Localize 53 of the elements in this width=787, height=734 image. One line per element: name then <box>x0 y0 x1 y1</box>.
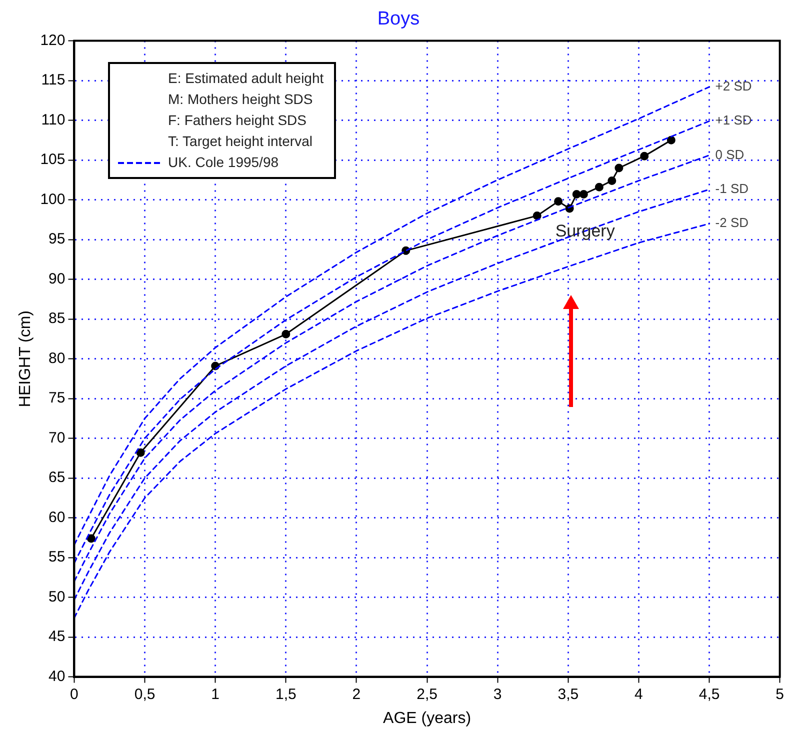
y-tick-label: 105 <box>40 151 66 168</box>
series-label: 0 SD <box>715 146 744 162</box>
point <box>282 330 290 338</box>
x-axis-title: AGE (years) <box>383 710 472 727</box>
y-tick-label: 60 <box>48 508 66 526</box>
y-tick-label: 45 <box>48 628 66 646</box>
x-tick-label: 2 <box>352 686 361 703</box>
point <box>136 448 145 457</box>
y-tick-label: 50 <box>48 588 66 606</box>
annotation: T: Target height interval <box>168 132 312 151</box>
chart-title: Boys <box>377 8 420 30</box>
series-label: -2 SD <box>715 215 749 230</box>
y-tick-label: 80 <box>48 350 66 367</box>
y-tick-label: 110 <box>41 111 66 128</box>
point <box>666 136 676 144</box>
x-tick-label: 4 <box>634 686 643 703</box>
point <box>86 534 96 543</box>
annotation: F: Fathers height SDS <box>168 111 307 130</box>
x-tick-label: 1,5 <box>275 686 296 703</box>
x-tick-label: 3 <box>493 686 502 703</box>
y-tick-label: 70 <box>48 429 66 446</box>
annotation: M: Mothers height SDS <box>168 90 313 109</box>
annotation: UK. Cole 1995/98 <box>168 153 279 172</box>
y-tick-label: 75 <box>48 390 66 407</box>
y-tick-label: 95 <box>48 230 66 248</box>
point <box>594 182 604 192</box>
x-tick-label: 1 <box>211 686 220 703</box>
x-tick-label: 2,5 <box>416 686 438 703</box>
y-tick-label: 115 <box>41 72 66 89</box>
point <box>640 152 649 160</box>
y-axis-title: HEIGHT (cm) <box>17 310 34 408</box>
x-tick-label: 0 <box>70 686 78 703</box>
y-tick-label: 100 <box>40 190 66 208</box>
x-tick-label: 3,5 <box>558 686 579 703</box>
x-tick-label: 0,5 <box>134 686 156 703</box>
point <box>572 190 581 198</box>
series-label: -1 SD <box>715 181 749 196</box>
point <box>579 190 588 198</box>
annotation: E: Estimated adult height <box>168 69 324 88</box>
point <box>532 211 542 220</box>
x-tick-label: 5 <box>776 686 784 703</box>
y-tick-label: 55 <box>48 548 66 566</box>
point <box>554 197 563 206</box>
y-tick-label: 120 <box>40 32 66 49</box>
point <box>608 176 616 185</box>
series-label: +2 SD <box>715 78 752 94</box>
point <box>614 164 624 172</box>
x-tick-label: 4,5 <box>698 686 720 703</box>
series-label: +1 SD <box>715 112 752 128</box>
y-tick-label: 85 <box>48 310 66 328</box>
y-tick-label: 90 <box>48 270 66 288</box>
y-tick-label: 65 <box>48 469 66 486</box>
y-tick-label: 40 <box>48 668 66 685</box>
